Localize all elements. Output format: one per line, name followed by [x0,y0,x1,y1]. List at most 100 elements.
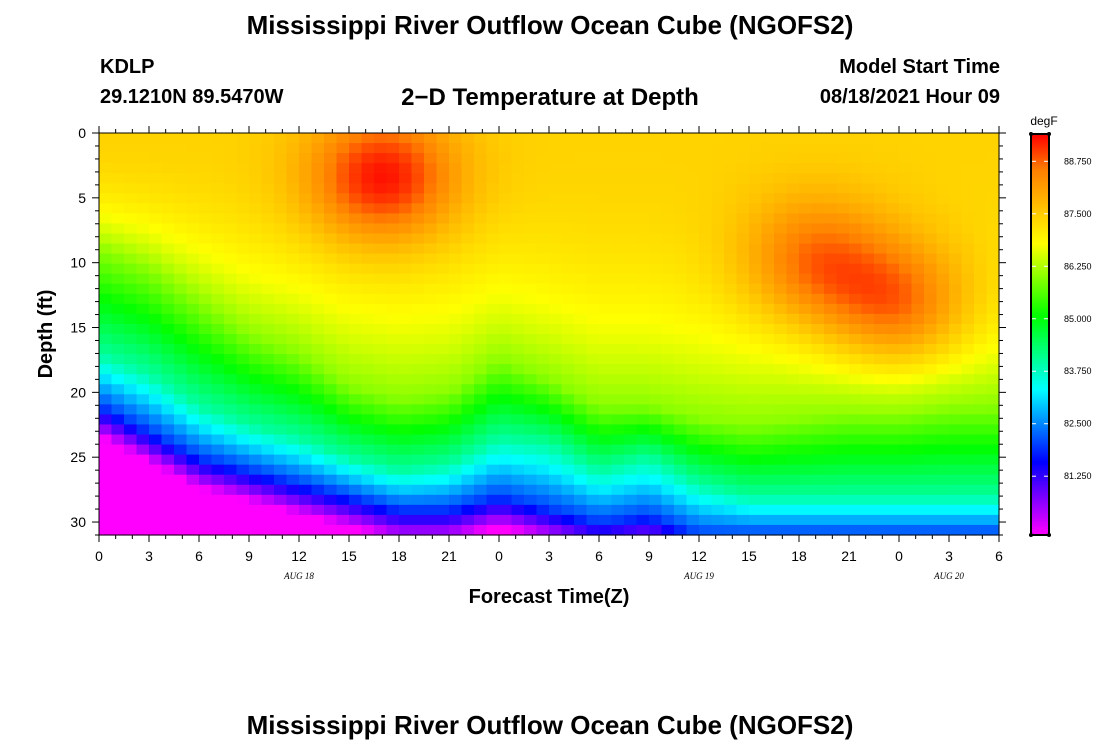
heatmap-cell [649,444,663,456]
heatmap-cell [124,233,138,245]
heatmap-cell [624,344,638,355]
heatmap-cell [711,374,725,385]
heatmap-cell [849,153,863,164]
heatmap-cell [886,394,900,405]
heatmap-cell [749,183,763,194]
heatmap-cell [686,444,700,456]
heatmap-cell [874,323,888,335]
heatmap-cell [924,474,938,486]
heatmap-cell [124,323,138,335]
heatmap-cell [874,133,888,144]
heatmap-cell [711,293,725,305]
heatmap-cell [161,484,175,496]
heatmap-cell [161,364,175,375]
heatmap-cell [736,464,750,476]
heatmap-cell [699,384,713,395]
heatmap-cell [611,514,625,526]
heatmap-cell [949,153,963,164]
heatmap-cell [474,273,488,285]
heatmap-cell [799,454,813,466]
heatmap-cell [711,354,725,365]
heatmap-cell [636,263,650,275]
heatmap-cell [286,263,300,275]
heatmap-cell [924,394,938,405]
heatmap-cell [886,434,900,446]
heatmap-cell [899,514,913,526]
heatmap-cell [936,354,950,365]
heatmap-cell [911,464,925,476]
heatmap-cell [686,364,700,375]
heatmap-cell [811,374,825,385]
heatmap-cell [549,504,563,516]
heatmap-cell [349,354,363,365]
heatmap-cell [224,313,238,325]
heatmap-cell [336,243,350,255]
heatmap-cell [511,273,525,285]
heatmap-cell [811,384,825,395]
heatmap-cell [111,344,125,355]
heatmap-cell [799,484,813,496]
heatmap-cell [936,494,950,506]
heatmap-cell [611,143,625,154]
heatmap-cell [749,414,763,426]
heatmap-cell [724,364,738,375]
heatmap-cell [636,414,650,426]
heatmap-cell [161,143,175,154]
heatmap-cell [924,183,938,194]
heatmap-cell [836,303,850,315]
heatmap-cell [661,384,675,395]
heatmap-cell [699,504,713,516]
heatmap-cell [361,223,375,235]
heatmap-cell [736,424,750,436]
heatmap-cell [411,283,425,295]
heatmap-cell [486,253,500,265]
heatmap-cell [211,163,225,174]
heatmap-cell [961,263,975,275]
heatmap-cell [924,193,938,204]
heatmap-cell [99,313,113,325]
heatmap-cell [736,303,750,315]
heatmap-cell [474,394,488,405]
heatmap-cell [786,133,800,144]
heatmap-cell [424,454,438,466]
heatmap-cell [174,183,188,194]
heatmap-cell [536,514,550,526]
x-tick-label: 6 [195,548,203,564]
heatmap-cell [811,354,825,365]
heatmap-cell [711,384,725,395]
heatmap-cell [599,354,613,365]
heatmap-cell [174,223,188,235]
heatmap-cell [861,474,875,486]
heatmap-cell [611,464,625,476]
heatmap-cell [886,384,900,395]
heatmap-cell [624,213,638,225]
heatmap-cell [136,514,150,526]
heatmap-cell [474,444,488,456]
heatmap-cell [461,213,475,225]
heatmap-cell [824,494,838,506]
heatmap-cell [461,404,475,415]
heatmap-cell [874,253,888,265]
heatmap-cell [636,454,650,466]
heatmap-cell [386,394,400,405]
heatmap-cell [649,193,663,204]
heatmap-cell [224,133,238,144]
heatmap-cell [586,293,600,305]
heatmap-cell [611,203,625,214]
heatmap-cell [624,153,638,164]
heatmap-cell [636,434,650,446]
heatmap-cell [899,394,913,405]
heatmap-cell [361,444,375,456]
heatmap-cell [886,153,900,164]
heatmap-cell [161,173,175,184]
heatmap-cell [411,474,425,486]
heatmap-cell [111,313,125,325]
heatmap-cell [436,243,450,255]
heatmap-cell [186,364,200,375]
heatmap-cell [911,454,925,466]
heatmap-cell [399,233,413,245]
heatmap-cell [799,334,813,345]
heatmap-cell [761,364,775,375]
heatmap-cell [799,313,813,325]
heatmap-cell [799,253,813,265]
